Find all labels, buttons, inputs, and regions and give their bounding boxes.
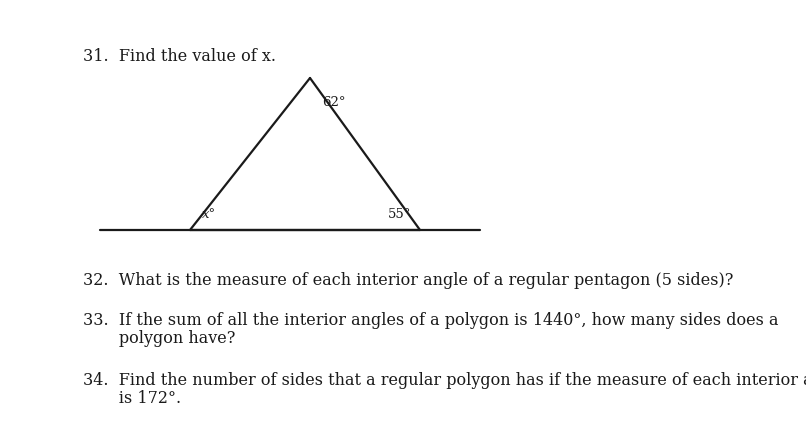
Text: x°: x° [202,208,216,221]
Text: 34.  Find the number of sides that a regular polygon has if the measure of each : 34. Find the number of sides that a regu… [83,372,806,389]
Text: 62°: 62° [322,96,346,109]
Text: is 172°.: is 172°. [83,390,181,407]
Text: polygon have?: polygon have? [83,330,235,347]
Text: 31.  Find the value of x.: 31. Find the value of x. [83,48,276,65]
Text: 33.  If the sum of all the interior angles of a polygon is 1440°, how many sides: 33. If the sum of all the interior angle… [83,312,779,329]
Text: 55°: 55° [388,208,411,221]
Text: 32.  What is the measure of each interior angle of a regular pentagon (5 sides)?: 32. What is the measure of each interior… [83,272,733,289]
